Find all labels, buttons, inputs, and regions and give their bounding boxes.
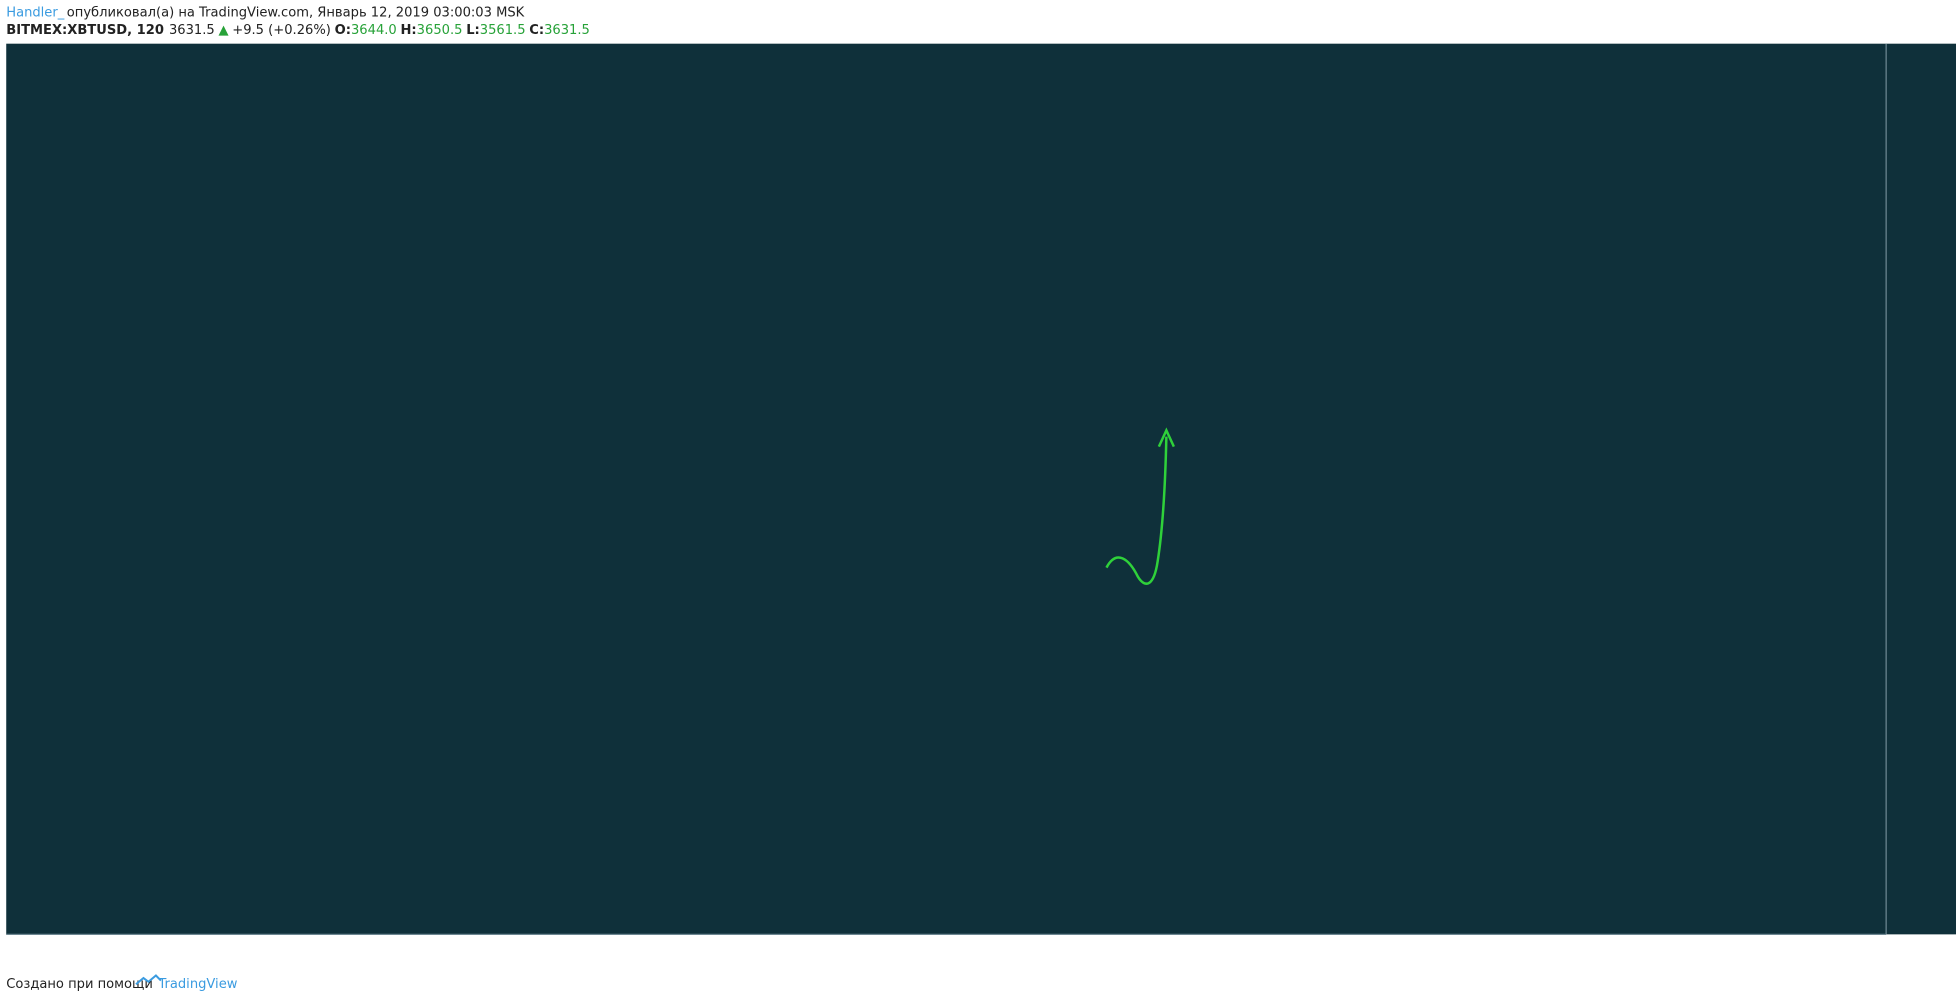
arrow-head (1157, 427, 1175, 448)
l-label: L: (466, 22, 480, 37)
footer-text: Создано при помощи (6, 977, 153, 992)
h-label: H: (400, 22, 416, 37)
footer-brand[interactable]: TradingView (157, 977, 237, 992)
header: Handler_ опубликовал(а) на TradingView.co… (6, 5, 524, 20)
footer: Создано при помощи TradingView (6, 974, 238, 992)
legend: BITMEX:XBTUSD, 120 3631.5 ▲ +9.5 (+0.26%) O:… (6, 22, 590, 37)
o: 3644.0 (351, 22, 397, 37)
l: 3561.5 (480, 22, 526, 37)
chart-pane (6, 43, 1956, 935)
change: +9.5 (+0.26%) (232, 22, 331, 37)
symbol: BITMEX:XBTUSD, 120 (6, 22, 164, 37)
h: 3650.5 (417, 22, 463, 37)
brand-icon (135, 974, 162, 986)
c: 3631.5 (544, 22, 590, 37)
c-label: C: (529, 22, 544, 37)
arrow: ▲ (218, 22, 229, 37)
last: 3631.5 (169, 22, 215, 37)
published: опубликовал(а) на TradingView.com, Январ… (67, 5, 525, 20)
arrow-drawing (1105, 436, 1168, 585)
author[interactable]: Handler_ (6, 5, 64, 20)
o-label: O: (335, 22, 351, 37)
